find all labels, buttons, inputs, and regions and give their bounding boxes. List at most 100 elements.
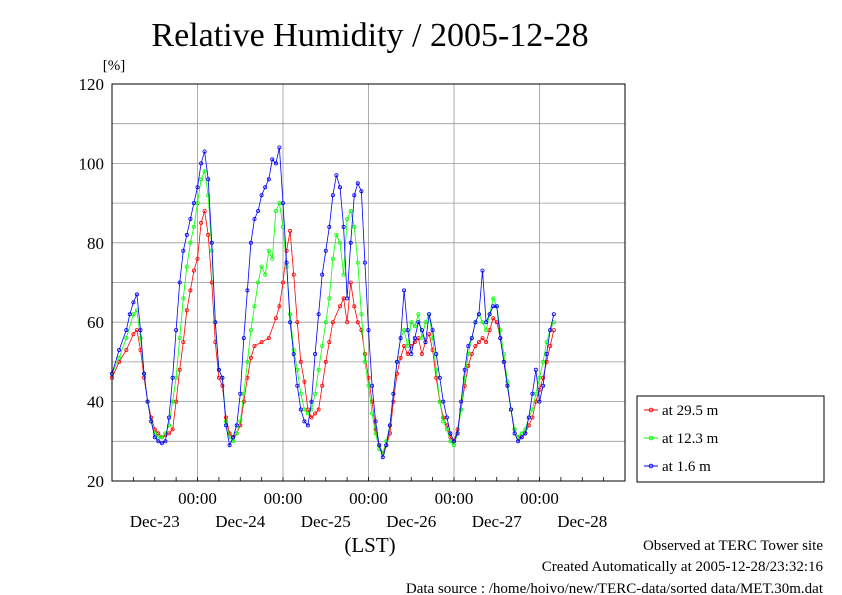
data-point: [323, 359, 328, 364]
y-tick-label: 60: [87, 313, 104, 332]
data-point: [355, 181, 360, 186]
data-point: [505, 383, 510, 388]
data-point: [451, 439, 456, 444]
legend-swatch-marker: [648, 435, 654, 441]
x-time-label: 00:00: [435, 489, 474, 508]
data-point: [341, 224, 346, 229]
data-point: [313, 391, 318, 396]
data-point: [541, 383, 546, 388]
x-axis-label: (LST): [344, 533, 395, 557]
data-point: [348, 280, 353, 285]
data-point: [277, 304, 282, 309]
data-point: [320, 272, 325, 277]
data-point: [206, 232, 211, 237]
y-tick-label: 100: [79, 154, 105, 173]
data-point: [419, 336, 424, 341]
data-point: [152, 431, 157, 436]
data-point: [199, 177, 204, 182]
data-point: [480, 336, 485, 341]
data-point: [548, 343, 553, 348]
data-point: [355, 260, 360, 265]
data-point: [188, 288, 193, 293]
data-point: [323, 248, 328, 253]
data-point: [288, 228, 293, 233]
data-point: [159, 435, 164, 440]
data-point: [188, 240, 193, 245]
data-point: [345, 216, 350, 221]
data-point: [273, 208, 278, 213]
x-time-label: 00:00: [178, 489, 217, 508]
data-point: [330, 320, 335, 325]
data-point: [280, 280, 285, 285]
y-axis-unit: [%]: [103, 58, 126, 74]
data-point: [256, 208, 261, 213]
data-point: [359, 189, 364, 194]
data-point: [124, 328, 129, 333]
data-point: [131, 300, 136, 305]
data-point: [270, 256, 275, 261]
data-point: [156, 439, 161, 444]
grid-lines: [111, 83, 626, 482]
data-point: [181, 340, 186, 345]
data-point: [448, 431, 453, 436]
data-point: [476, 340, 481, 345]
data-point: [537, 375, 542, 380]
data-point: [131, 332, 136, 337]
data-point: [526, 415, 531, 420]
chart-title: Relative Humidity / 2005-12-28: [151, 17, 588, 54]
data-point: [199, 161, 204, 166]
data-point: [541, 359, 546, 364]
data-point: [159, 441, 164, 446]
data-point: [405, 343, 410, 348]
data-point: [316, 407, 321, 412]
data-point: [320, 383, 325, 388]
data-point: [166, 423, 171, 428]
x-day-label: Dec-25: [301, 512, 351, 531]
data-point: [199, 220, 204, 225]
data-point: [263, 272, 268, 277]
data-point: [366, 375, 371, 380]
data-point: [384, 439, 389, 444]
data-point: [398, 355, 403, 360]
x-day-label: Dec-27: [472, 512, 523, 531]
data-point: [313, 351, 318, 356]
data-point: [280, 201, 285, 206]
legend-box: [636, 395, 825, 483]
data-point: [163, 431, 168, 436]
data-point: [273, 161, 278, 166]
data-point: [327, 296, 332, 301]
data-point: [419, 328, 424, 333]
data-point: [370, 411, 375, 416]
data-point: [266, 336, 271, 341]
data-point: [337, 304, 342, 309]
data-point: [348, 240, 353, 245]
data-point: [362, 260, 367, 265]
data-point: [206, 177, 211, 182]
data-point: [245, 288, 250, 293]
data-point: [259, 340, 264, 345]
data-point: [494, 304, 499, 309]
x-day-label: Dec-26: [386, 512, 436, 531]
data-point: [501, 351, 506, 356]
data-point: [444, 427, 449, 432]
data-point: [302, 419, 307, 424]
data-point: [501, 359, 506, 364]
data-point: [551, 312, 556, 317]
series-1: [110, 169, 556, 456]
data-point: [334, 173, 339, 178]
data-point: [530, 391, 535, 396]
data-point: [487, 312, 492, 317]
data-point: [188, 216, 193, 221]
data-point: [170, 427, 175, 432]
data-point: [384, 443, 389, 448]
data-point: [370, 383, 375, 388]
y-tick-label: 80: [87, 234, 104, 253]
data-point: [202, 169, 207, 174]
data-point: [355, 320, 360, 325]
data-point: [427, 312, 432, 317]
data-point: [352, 224, 357, 229]
data-point: [359, 328, 364, 333]
data-point: [266, 248, 271, 253]
legend-label: at 1.6 m: [662, 459, 711, 475]
